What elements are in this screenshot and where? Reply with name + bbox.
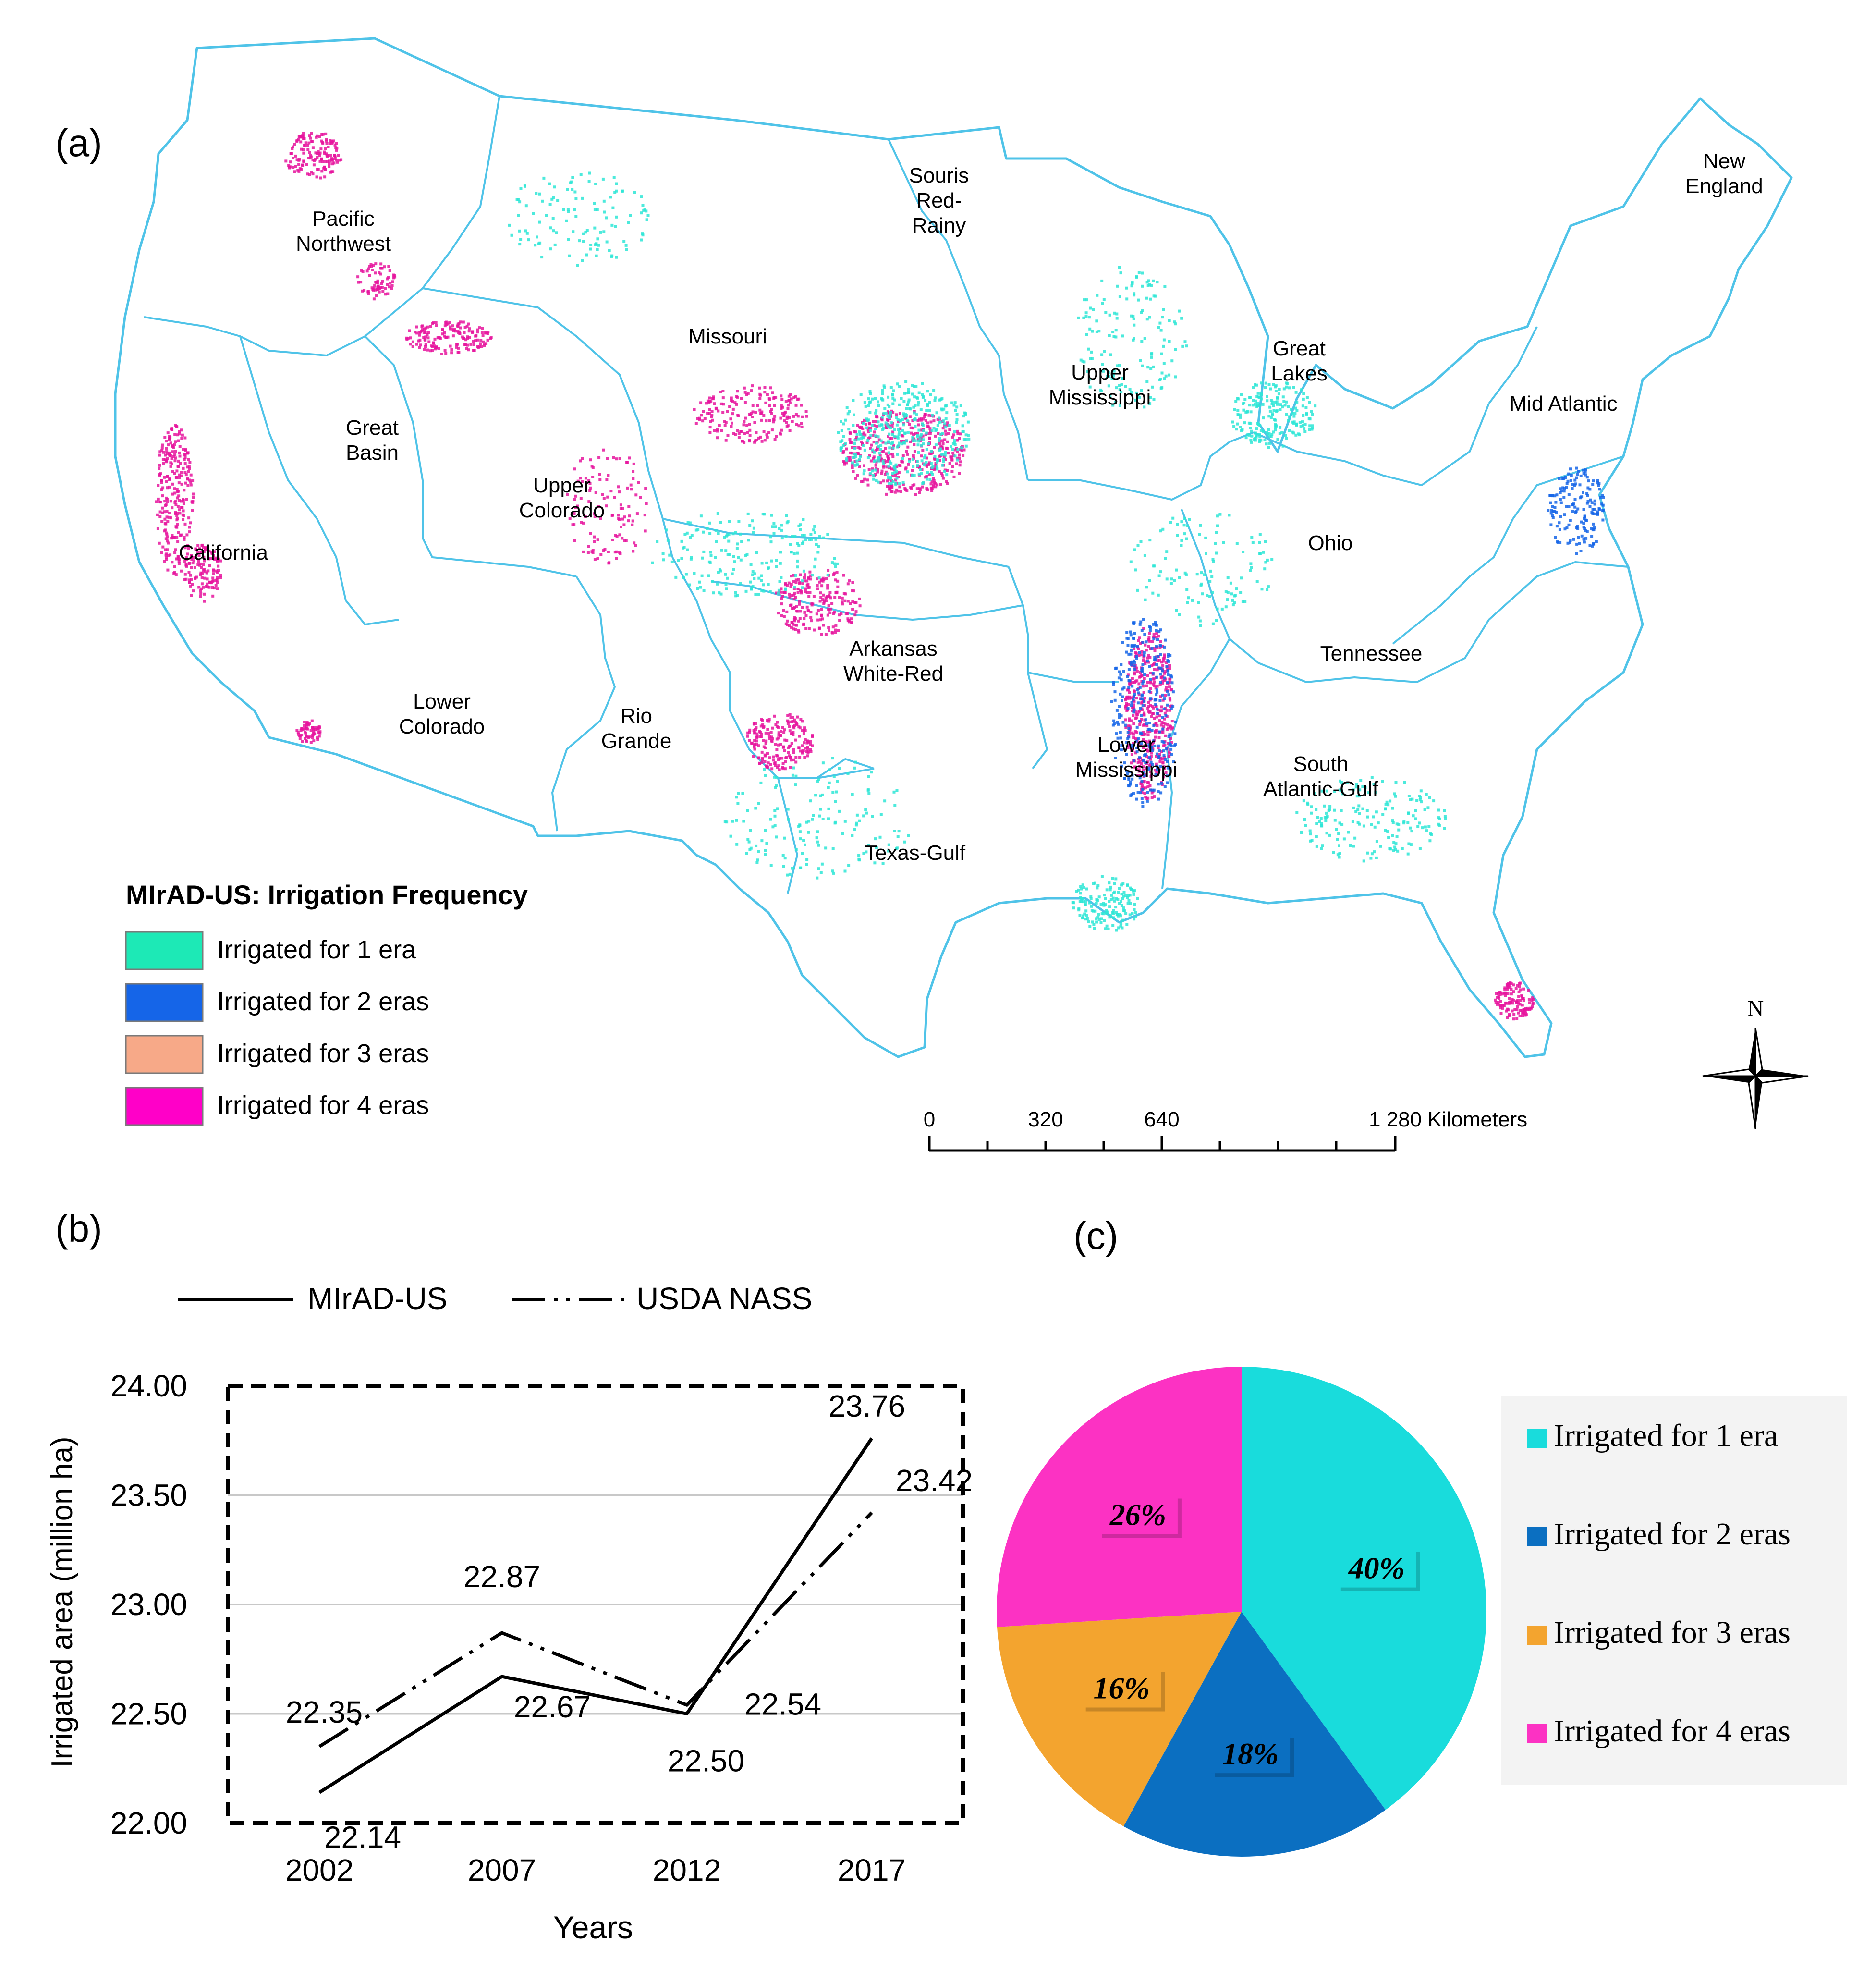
region-label: Great Lakes xyxy=(1271,337,1327,385)
scale-label-640: 640 xyxy=(1144,1108,1179,1131)
scale-bar: 0 320 640 1 280 Kilometers xyxy=(924,1108,1527,1152)
region-label: Upper Colorado xyxy=(519,474,605,522)
data-label: 23.42 xyxy=(896,1463,973,1498)
data-label: 22.67 xyxy=(514,1689,591,1724)
x-tick-label: 2012 xyxy=(653,1853,721,1887)
map-legend-label: Irrigated for 4 eras xyxy=(217,1091,429,1120)
x-axis-title: Years xyxy=(553,1910,633,1945)
pie-legend-label: Irrigated for 3 eras xyxy=(1554,1615,1791,1650)
legend-label-mirad: MIrAD-US xyxy=(307,1281,448,1316)
scale-label-320: 320 xyxy=(1028,1108,1063,1131)
pie-legend-swatch xyxy=(1527,1724,1547,1743)
pie-legend-swatch xyxy=(1527,1429,1547,1448)
y-axis-title: Irrigated area (million ha) xyxy=(46,1436,79,1767)
region-label: Rio Grande xyxy=(601,704,672,753)
region-label: Lower Colorado xyxy=(399,690,485,738)
region-label: Mid Atlantic xyxy=(1510,392,1618,416)
region-label: Arkansas White-Red xyxy=(843,637,943,686)
slice-label: 40% xyxy=(1348,1551,1405,1585)
data-label: 22.87 xyxy=(463,1559,540,1594)
panel-label-b: (b) xyxy=(55,1207,102,1250)
region-label: Upper Mississippi xyxy=(1049,361,1151,409)
panel-label-c: (c) xyxy=(1073,1214,1118,1257)
map-legend-swatch xyxy=(125,1087,204,1126)
region-label: Lower Mississippi xyxy=(1075,733,1178,782)
map-legend: Irrigated for 1 era Irrigated for 2 eras I… xyxy=(125,931,429,1126)
pie-chart: 40% 18% 16% 26% xyxy=(996,1367,1487,1857)
map-legend-swatch xyxy=(125,1035,204,1074)
data-label: 22.50 xyxy=(668,1744,744,1778)
pie-slice xyxy=(997,1612,1242,1826)
y-tick-label: 24.00 xyxy=(110,1369,187,1403)
scale-label-0: 0 xyxy=(924,1108,935,1131)
panel-label-a: (a) xyxy=(55,122,102,164)
slice-label: 18% xyxy=(1222,1737,1279,1771)
slice-label-box xyxy=(1098,1494,1178,1534)
region-label: Great Basin xyxy=(346,416,399,465)
region-labels: Pacific Northwest Souris Red-Rainy New Englan… xyxy=(179,149,1763,865)
region-label: Ohio xyxy=(1308,531,1353,555)
pie-legend-label: Irrigated for 2 eras xyxy=(1554,1517,1791,1552)
region-label: Souris Red-Rainy xyxy=(909,164,969,237)
pie-legend-label: Irrigated for 1 era xyxy=(1554,1418,1778,1453)
region-label: South Atlantic-Gulf xyxy=(1263,752,1378,801)
pie-slice xyxy=(1242,1367,1487,1810)
legend-label-usda: USDA NASS xyxy=(636,1281,812,1316)
slice-label-box xyxy=(1211,1734,1291,1774)
plot-frame xyxy=(226,1384,965,1825)
y-tick-label: 22.00 xyxy=(110,1806,187,1840)
slice-label: 16% xyxy=(1094,1671,1150,1705)
map-legend-label: Irrigated for 1 era xyxy=(217,935,416,964)
region-label: California xyxy=(179,541,268,564)
x-tick-label: 2007 xyxy=(468,1853,536,1887)
pie-legend-box xyxy=(1501,1396,1847,1785)
y-tick-label: 22.50 xyxy=(110,1697,187,1731)
pie-legend: Irrigated for 1 era Irrigated for 2 eras I… xyxy=(1527,1418,1791,1749)
north-arrow-icon: N xyxy=(1702,996,1809,1129)
us-irrigation-map: Pacific Northwest Souris Red-Rainy New Englan… xyxy=(114,37,1793,1058)
line-chart: 22.00 22.50 23.00 23.50 24.00 2002 2007 2012 201… xyxy=(110,1369,973,1887)
slice-label-box xyxy=(1082,1668,1161,1708)
x-tick-label: 2002 xyxy=(285,1853,353,1887)
pie-legend-label: Irrigated for 4 eras xyxy=(1554,1714,1791,1749)
data-label: 22.14 xyxy=(324,1820,401,1854)
pie-legend-swatch xyxy=(1527,1626,1547,1645)
conus-outline xyxy=(114,37,1793,1058)
series-line xyxy=(318,1511,873,1748)
region-label: Missouri xyxy=(688,325,767,348)
slice-label-box xyxy=(1337,1548,1416,1588)
series-line xyxy=(318,1437,873,1794)
irrigation-pixels xyxy=(155,132,1605,1021)
pie-legend-swatch xyxy=(1527,1527,1547,1546)
region-label: Tennessee xyxy=(1320,642,1423,665)
map-legend-title: MIrAD-US: Irrigation Frequency xyxy=(126,880,528,910)
region-label: Pacific Northwest xyxy=(296,207,391,256)
y-tick-label: 23.00 xyxy=(110,1587,187,1622)
map-legend-label: Irrigated for 3 eras xyxy=(217,1039,429,1068)
map-legend-swatch xyxy=(125,983,204,1022)
scale-label-1280: 1 280 Kilometers xyxy=(1369,1108,1527,1131)
map-legend-swatch xyxy=(125,931,204,970)
region-label: Texas-Gulf xyxy=(865,841,966,865)
data-label: 23.76 xyxy=(828,1389,905,1423)
north-label: N xyxy=(1747,996,1764,1021)
x-tick-label: 2017 xyxy=(838,1853,906,1887)
data-label: 22.54 xyxy=(744,1687,821,1721)
region-label: New England xyxy=(1685,149,1763,198)
slice-label: 26% xyxy=(1109,1498,1166,1532)
y-tick-label: 23.50 xyxy=(110,1478,187,1513)
line-chart-legend: MIrAD-US USDA NASS xyxy=(178,1281,812,1316)
map-legend-label: Irrigated for 2 eras xyxy=(217,987,429,1016)
data-label: 22.35 xyxy=(286,1695,363,1729)
